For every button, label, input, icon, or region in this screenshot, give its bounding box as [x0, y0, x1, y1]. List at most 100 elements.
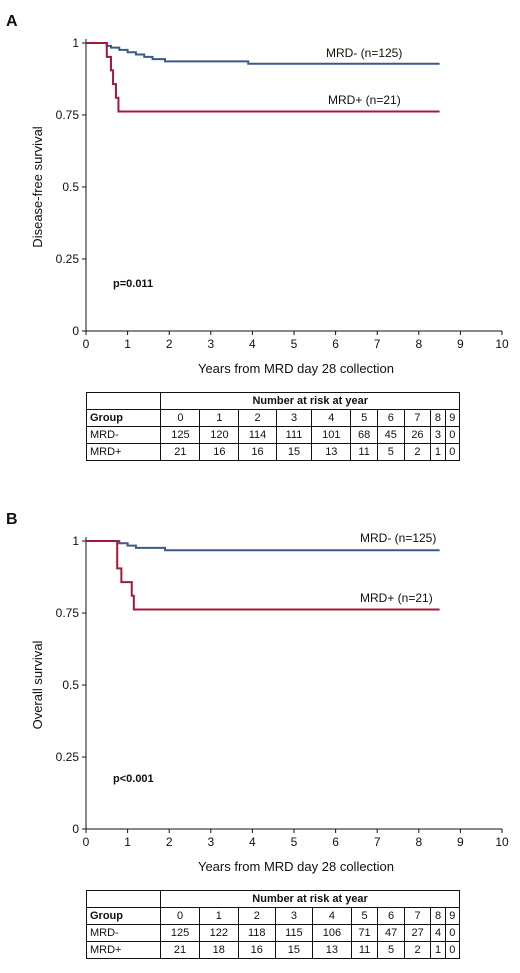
risk-count-cell: 3 — [430, 426, 446, 444]
risk-count-cell: 11 — [350, 941, 379, 959]
risk-count-cell: 15 — [274, 941, 314, 959]
y-tick-label: 1 — [72, 36, 79, 50]
risk-count-cell: 15 — [275, 443, 313, 461]
x-tick-label: 2 — [166, 337, 173, 351]
risk-count-cell: 0 — [444, 924, 461, 942]
risk-year-cell: 3 — [274, 907, 314, 925]
risk-count-cell: 5 — [377, 941, 405, 959]
x-tick-label: 5 — [291, 835, 298, 849]
risk-count-cell: 21 — [160, 941, 200, 959]
dfs-y-axis-label: Disease-free survival — [30, 126, 45, 247]
risk-year-cell: 3 — [275, 409, 313, 427]
risk-count-cell: 13 — [311, 443, 352, 461]
risk-count-cell: 125 — [160, 426, 201, 444]
risk-count-cell: 16 — [199, 443, 240, 461]
risk-table-title: Number at risk at year — [160, 890, 460, 908]
risk-count-cell: 18 — [198, 941, 239, 959]
x-tick-label: 1 — [124, 337, 131, 351]
mrd-negative-curve — [86, 42, 440, 65]
risk-year-cell: 1 — [199, 409, 240, 427]
risk-count-cell: 118 — [237, 924, 276, 942]
x-tick-label: 7 — [374, 835, 381, 849]
y-tick-label: 0.25 — [56, 252, 80, 266]
dfs-plot: Disease-free survival Years from MRD day… — [30, 36, 509, 376]
panel-letter-b: B — [6, 511, 18, 528]
table-row: MRD- 125 122 118 115 106 71 47 27 4 0 — [85, 924, 461, 942]
y-tick-label: 0.25 — [56, 750, 80, 764]
risk-table-corner — [85, 890, 162, 908]
risk-count-cell: 0 — [444, 443, 461, 461]
risk-count-cell: 27 — [403, 924, 432, 942]
dfs-risk-table: Number at risk at year Group 0 1 2 3 4 5… — [85, 392, 461, 461]
dfs-x-axis-label: Years from MRD day 28 collection — [198, 361, 394, 376]
risk-count-cell: 71 — [350, 924, 379, 942]
os-risk-table: Number at risk at year Group 0 1 2 3 4 5… — [85, 890, 461, 959]
risk-year-cell: 5 — [350, 409, 378, 427]
table-row: MRD+ 21 16 16 15 13 11 5 2 1 0 — [85, 443, 461, 461]
risk-count-cell: 122 — [198, 924, 239, 942]
risk-table-group-header: Group — [85, 907, 162, 925]
mrd-negative-curve — [86, 540, 440, 552]
risk-table-group-header: Group — [85, 409, 162, 427]
mrd-positive-curve — [86, 540, 440, 611]
risk-count-cell: 0 — [444, 426, 461, 444]
mrd-negative-label: MRD- (n=125) — [326, 46, 402, 60]
risk-count-cell: 2 — [403, 941, 432, 959]
risk-year-cell: 1 — [198, 907, 239, 925]
os-y-axis-label: Overall survival — [30, 640, 45, 729]
risk-count-cell: 115 — [274, 924, 314, 942]
risk-count-cell: 111 — [275, 426, 313, 444]
y-tick-label: 0.75 — [56, 606, 80, 620]
x-tick-label: 6 — [332, 835, 339, 849]
x-tick-label: 6 — [332, 337, 339, 351]
table-row: MRD+ 21 18 16 15 13 11 5 2 1 0 — [85, 941, 461, 959]
risk-table-title: Number at risk at year — [160, 392, 460, 410]
risk-count-cell: 1 — [430, 941, 446, 959]
y-tick-label: 0.5 — [62, 678, 79, 692]
x-tick-label: 0 — [83, 337, 90, 351]
risk-year-cell: 2 — [238, 409, 277, 427]
mrd-positive-curve — [86, 42, 440, 113]
x-tick-label: 3 — [207, 337, 214, 351]
risk-year-cell: 7 — [403, 409, 432, 427]
x-tick-label: 10 — [495, 337, 509, 351]
risk-year-cell: 9 — [444, 907, 461, 925]
mrd-positive-label: MRD+ (n=21) — [360, 591, 433, 605]
x-tick-label: 4 — [249, 337, 256, 351]
risk-count-cell: 2 — [403, 443, 432, 461]
risk-group-name: MRD- — [85, 426, 162, 444]
risk-group-name: MRD+ — [85, 443, 162, 461]
x-tick-label: 2 — [166, 835, 173, 849]
x-tick-label: 1 — [124, 835, 131, 849]
risk-count-cell: 26 — [403, 426, 432, 444]
risk-count-cell: 4 — [430, 924, 446, 942]
risk-year-cell: 9 — [444, 409, 461, 427]
mrd-positive-label: MRD+ (n=21) — [328, 93, 401, 107]
x-tick-label: 9 — [457, 835, 464, 849]
risk-year-cell: 6 — [377, 907, 405, 925]
risk-year-cell: 0 — [160, 907, 200, 925]
y-tick-label: 0 — [72, 822, 79, 836]
risk-group-name: MRD+ — [85, 941, 162, 959]
x-tick-label: 3 — [207, 835, 214, 849]
risk-count-cell: 0 — [444, 941, 461, 959]
risk-count-cell: 106 — [312, 924, 352, 942]
risk-year-cell: 4 — [311, 409, 352, 427]
x-tick-label: 0 — [83, 835, 90, 849]
os-p-value: p<0.001 — [113, 773, 154, 785]
risk-count-cell: 68 — [350, 426, 378, 444]
risk-count-cell: 45 — [376, 426, 405, 444]
risk-count-cell: 13 — [312, 941, 352, 959]
risk-count-cell: 16 — [238, 443, 277, 461]
risk-count-cell: 16 — [237, 941, 276, 959]
risk-year-cell: 8 — [430, 907, 446, 925]
risk-year-cell: 4 — [312, 907, 352, 925]
x-tick-label: 10 — [495, 835, 509, 849]
os-x-axis-label: Years from MRD day 28 collection — [198, 859, 394, 874]
risk-year-cell: 6 — [376, 409, 405, 427]
y-tick-label: 0.5 — [62, 180, 79, 194]
risk-count-cell: 101 — [311, 426, 352, 444]
x-tick-label: 9 — [457, 337, 464, 351]
x-tick-label: 8 — [415, 337, 422, 351]
